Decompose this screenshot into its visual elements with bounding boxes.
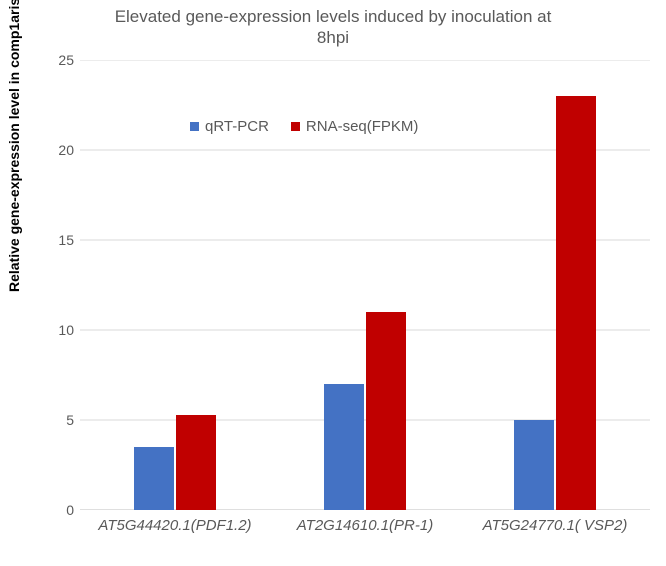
bar	[556, 96, 596, 510]
legend: qRT-PCR RNA-seq(FPKM)	[190, 118, 418, 135]
legend-swatch	[190, 122, 199, 131]
y-tick-label: 25	[58, 52, 74, 68]
legend-item: RNA-seq(FPKM)	[291, 118, 419, 135]
y-tick-label: 5	[66, 412, 74, 428]
y-tick-label: 15	[58, 232, 74, 248]
y-tick-label: 20	[58, 142, 74, 158]
x-tick-label: AT5G44420.1(PDF1.2)	[98, 517, 251, 534]
y-tick-label: 10	[58, 322, 74, 338]
legend-label: qRT-PCR	[205, 118, 269, 135]
y-axis-label: Relative gene-expression level in comp1a…	[6, 0, 22, 292]
x-tick-label: AT2G14610.1(PR-1)	[297, 517, 433, 534]
legend-swatch	[291, 122, 300, 131]
chart-container: Elevated gene-expression levels induced …	[0, 0, 666, 566]
bar	[134, 447, 174, 510]
bar	[176, 415, 216, 510]
bar	[514, 420, 554, 510]
bar	[366, 312, 406, 510]
legend-item: qRT-PCR	[190, 118, 269, 135]
legend-label: RNA-seq(FPKM)	[306, 118, 419, 135]
chart-title: Elevated gene-expression levels induced …	[0, 6, 666, 49]
bar	[324, 384, 364, 510]
y-tick-label: 0	[66, 502, 74, 518]
x-tick-label: AT5G24770.1( VSP2)	[483, 517, 628, 534]
